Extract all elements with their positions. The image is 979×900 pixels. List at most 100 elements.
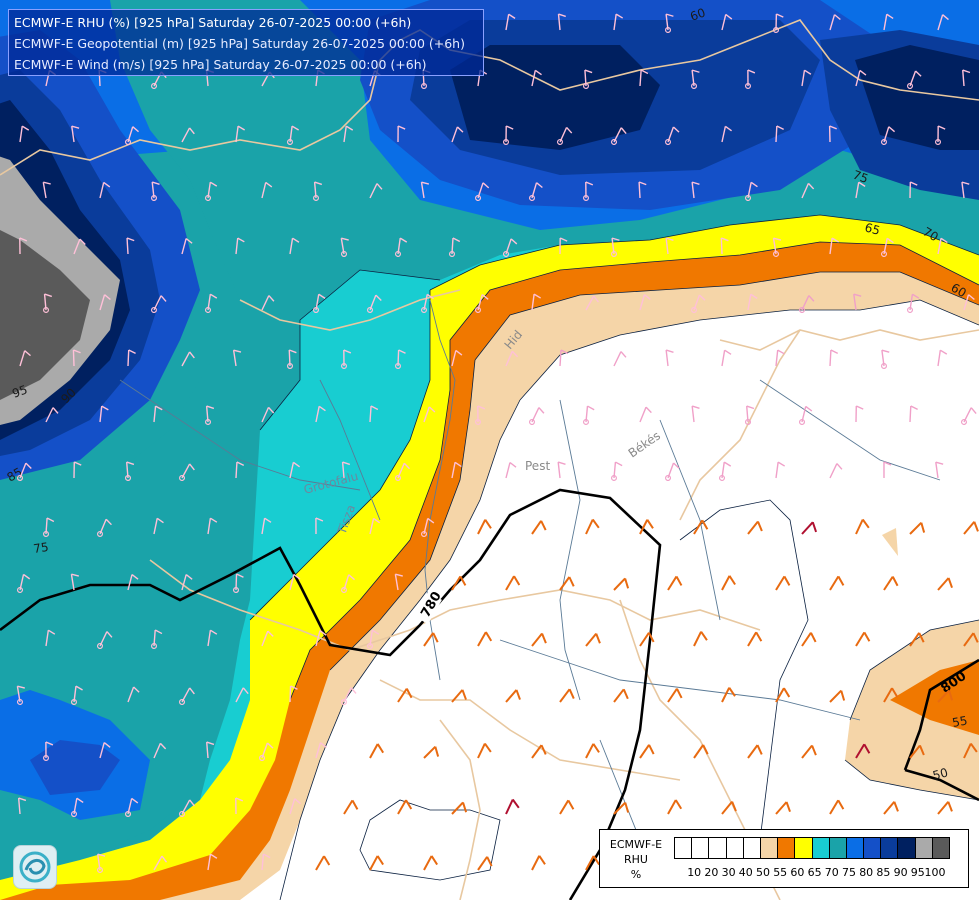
wind-barb bbox=[855, 69, 867, 87]
legend-swatch bbox=[692, 837, 710, 859]
wind-barb bbox=[937, 577, 953, 591]
wind-barb bbox=[801, 182, 815, 199]
wind-barb bbox=[721, 800, 737, 815]
wind-barb bbox=[613, 801, 630, 815]
wind-barb bbox=[397, 688, 413, 703]
border-east bbox=[719, 329, 979, 351]
wind-barb bbox=[235, 687, 249, 703]
wind-barb bbox=[582, 69, 593, 90]
wind-barb bbox=[315, 517, 324, 535]
wind-barb bbox=[639, 294, 651, 311]
rhu-layer-title[interactable]: ECMWF-E RHU (%) [925 hPa] Saturday 26-07… bbox=[14, 15, 412, 30]
wind-barb bbox=[42, 517, 55, 538]
border-center bbox=[149, 559, 761, 651]
wind-barb bbox=[366, 629, 380, 650]
wind-barb bbox=[96, 853, 106, 874]
wind-barb bbox=[474, 182, 490, 202]
wind-barb bbox=[559, 349, 569, 367]
wind-barb bbox=[664, 13, 674, 34]
wind-barb bbox=[153, 742, 167, 759]
wind-barb bbox=[775, 687, 791, 703]
wind-barb bbox=[664, 126, 680, 146]
wind-barb bbox=[883, 461, 892, 479]
wind-barb bbox=[880, 237, 894, 258]
rh-contour-50-east bbox=[844, 759, 979, 801]
wind-barb bbox=[70, 685, 83, 706]
wind-barb bbox=[961, 181, 970, 199]
legend-swatch bbox=[760, 837, 779, 859]
wind-barb bbox=[909, 744, 925, 759]
wind-barb bbox=[559, 576, 575, 591]
wind-barb bbox=[613, 351, 627, 367]
wind-barb bbox=[261, 181, 273, 199]
wind-barb bbox=[690, 294, 706, 314]
wind-barb bbox=[73, 461, 82, 479]
rh-label-65-east: 65 bbox=[863, 220, 881, 237]
wind-barb bbox=[801, 69, 812, 87]
rhu-95-north-band bbox=[450, 45, 660, 150]
wind-barb bbox=[289, 237, 300, 255]
wind-barb bbox=[664, 462, 680, 482]
wind-barb bbox=[502, 125, 514, 146]
wind-barb bbox=[557, 461, 566, 479]
rh-contour-south-loop bbox=[359, 799, 501, 881]
wind-barb bbox=[801, 744, 817, 759]
wind-barb bbox=[909, 521, 926, 535]
wind-barb bbox=[178, 463, 195, 482]
wind-barb bbox=[423, 745, 440, 759]
wind-barb bbox=[127, 573, 139, 591]
geopotential-layer-title[interactable]: ECMWF-E Geopotential (m) [925 hPa] Satur… bbox=[14, 36, 465, 51]
rh-contour-60-west bbox=[289, 340, 451, 701]
wind-layer-title[interactable]: ECMWF-E Wind (m/s) [925 hPa] Saturday 26… bbox=[14, 57, 427, 72]
wind-barb bbox=[315, 629, 327, 647]
wind-barb bbox=[124, 797, 139, 818]
wind-barb bbox=[73, 238, 86, 255]
wind-barb bbox=[720, 237, 729, 255]
wind-barb bbox=[505, 798, 520, 815]
legend-swatch bbox=[709, 837, 727, 859]
wind-barb bbox=[883, 576, 899, 591]
wind-barb bbox=[721, 349, 732, 367]
wind-barb bbox=[261, 295, 275, 311]
wind-barb bbox=[181, 237, 193, 255]
wind-barb bbox=[181, 574, 193, 591]
rh-label-70-east: 70 bbox=[921, 224, 941, 244]
wind-barb bbox=[394, 462, 411, 482]
wind-barb bbox=[340, 574, 355, 594]
wind-barb bbox=[312, 181, 323, 202]
wind-barb bbox=[451, 575, 467, 591]
wind-barb bbox=[772, 237, 782, 258]
wind-barb bbox=[232, 573, 244, 594]
wind-barb bbox=[801, 632, 817, 647]
wind-barb bbox=[613, 13, 624, 31]
wind-barb bbox=[963, 294, 975, 311]
wind-barb bbox=[531, 69, 542, 87]
wind-barb bbox=[207, 853, 218, 871]
wind-barb bbox=[16, 573, 31, 594]
wind-barb bbox=[126, 237, 135, 255]
rh-contour-65 bbox=[429, 214, 979, 291]
wind-barb bbox=[153, 405, 163, 423]
wind-barb bbox=[531, 744, 547, 759]
wind-barb bbox=[557, 13, 566, 31]
wind-barb bbox=[829, 237, 840, 255]
river-5 bbox=[119, 379, 361, 491]
wind-barb bbox=[340, 687, 357, 706]
wind-barb bbox=[880, 349, 890, 370]
legend-swatch bbox=[864, 837, 882, 859]
wind-barb bbox=[19, 237, 28, 255]
legend-swatch bbox=[932, 837, 950, 859]
rh-label-60-north: 60 bbox=[688, 5, 707, 23]
wind-barb bbox=[181, 351, 195, 367]
rh-contour-east bbox=[679, 499, 809, 841]
wind-barb bbox=[585, 295, 599, 311]
wind-barb bbox=[744, 69, 756, 90]
legend-swatch bbox=[829, 837, 847, 859]
wind-barb bbox=[261, 630, 274, 647]
legend-swatch bbox=[898, 837, 916, 859]
wind-barb bbox=[585, 518, 600, 535]
wind-barb bbox=[420, 293, 434, 314]
rh-contour-55-east bbox=[849, 619, 979, 721]
